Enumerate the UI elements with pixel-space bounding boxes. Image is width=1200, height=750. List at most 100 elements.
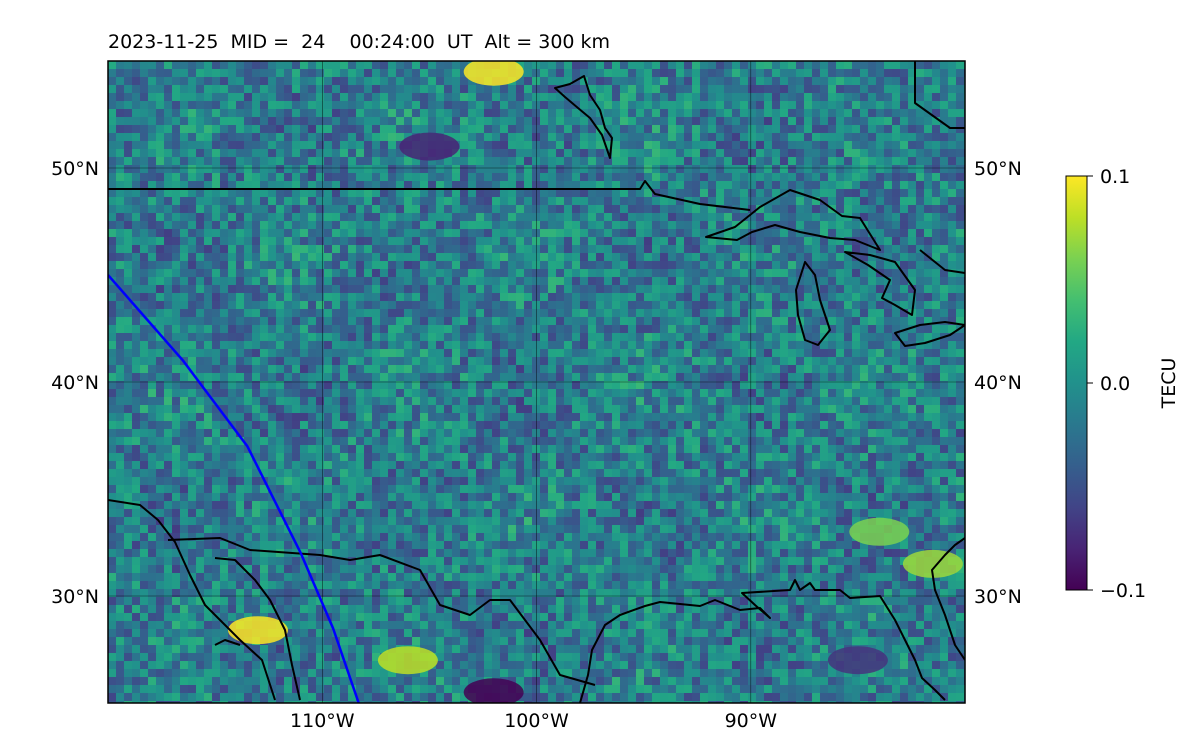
- tec-cell: [372, 85, 380, 93]
- tec-cell: [292, 237, 300, 245]
- tec-cell: [596, 365, 604, 373]
- tec-cell: [836, 341, 844, 349]
- tec-cell: [548, 373, 556, 381]
- tec-cell: [708, 261, 716, 269]
- tec-cell: [468, 149, 476, 157]
- tec-cell: [356, 61, 364, 69]
- tec-cell: [508, 349, 516, 357]
- tec-cell: [652, 413, 660, 421]
- tec-cell: [500, 277, 508, 285]
- tec-cell: [812, 133, 820, 141]
- tec-cell: [300, 165, 308, 173]
- tec-cell: [932, 101, 940, 109]
- tec-cell: [908, 365, 916, 373]
- tec-cell: [220, 77, 228, 85]
- tec-cell: [756, 341, 764, 349]
- tec-cell: [364, 293, 372, 301]
- tec-cell: [620, 181, 628, 189]
- tec-cell: [924, 197, 932, 205]
- tec-cell: [732, 229, 740, 237]
- tec-cell: [916, 93, 924, 101]
- tec-cell: [708, 301, 716, 309]
- tec-cell: [428, 389, 436, 397]
- tec-cell: [276, 373, 284, 381]
- tec-cell: [220, 253, 228, 261]
- tec-cell: [292, 261, 300, 269]
- tec-cell: [372, 333, 380, 341]
- tec-cell: [668, 405, 676, 413]
- tec-cell: [756, 229, 764, 237]
- tec-cell: [252, 293, 260, 301]
- tec-cell: [476, 357, 484, 365]
- tec-cell: [916, 189, 924, 197]
- tec-cell: [956, 253, 964, 261]
- tec-cell: [708, 405, 716, 413]
- tec-cell: [884, 133, 892, 141]
- tec-cell: [260, 221, 268, 229]
- tec-cell: [588, 157, 596, 165]
- tec-cell: [308, 77, 316, 85]
- tec-cell: [588, 397, 596, 405]
- tec-cell: [380, 309, 388, 317]
- tec-cell: [668, 101, 676, 109]
- tec-cell: [740, 285, 748, 293]
- tec-cell: [588, 357, 596, 365]
- tec-cell: [572, 205, 580, 213]
- tec-cell: [564, 205, 572, 213]
- tec-cell: [524, 125, 532, 133]
- tec-cell: [676, 277, 684, 285]
- tec-cell: [148, 189, 156, 197]
- tec-cell: [556, 229, 564, 237]
- tec-cell: [220, 429, 228, 437]
- tec-cell: [412, 157, 420, 165]
- tec-cell: [476, 197, 484, 205]
- tec-cell: [332, 405, 340, 413]
- tec-cell: [132, 165, 140, 173]
- tec-cell: [332, 365, 340, 373]
- tec-cell: [764, 189, 772, 197]
- tec-cell: [420, 421, 428, 429]
- tec-cell: [204, 309, 212, 317]
- tec-cell: [604, 109, 612, 117]
- tec-cell: [812, 181, 820, 189]
- tec-cell: [452, 405, 460, 413]
- tec-cell: [316, 149, 324, 157]
- tec-cell: [468, 181, 476, 189]
- tec-cell: [596, 213, 604, 221]
- tec-cell: [932, 141, 940, 149]
- tec-cell: [468, 389, 476, 397]
- tec-cell: [172, 373, 180, 381]
- tec-cell: [276, 93, 284, 101]
- tec-cell: [292, 381, 300, 389]
- tec-cell: [820, 157, 828, 165]
- tec-cell: [684, 205, 692, 213]
- tec-cell: [236, 61, 244, 69]
- tec-cell: [340, 405, 348, 413]
- tec-cell: [780, 141, 788, 149]
- tec-cell: [596, 389, 604, 397]
- tec-cell: [868, 157, 876, 165]
- tec-cell: [692, 397, 700, 405]
- tec-cell: [660, 221, 668, 229]
- tec-cell: [316, 117, 324, 125]
- tec-cell: [860, 173, 868, 181]
- tec-cell: [460, 149, 468, 157]
- tec-cell: [372, 165, 380, 173]
- tec-cell: [692, 197, 700, 205]
- tec-cell: [540, 333, 548, 341]
- tec-cell: [540, 421, 548, 429]
- tec-cell: [444, 101, 452, 109]
- tec-cell: [484, 325, 492, 333]
- tec-cell: [876, 69, 884, 77]
- tec-cell: [148, 285, 156, 293]
- tec-cell: [780, 301, 788, 309]
- tec-cell: [940, 397, 948, 405]
- tec-cell: [852, 261, 860, 269]
- tec-cell: [476, 325, 484, 333]
- tec-cell: [916, 61, 924, 69]
- tec-cell: [628, 317, 636, 325]
- tec-cell: [612, 165, 620, 173]
- tec-cell: [188, 389, 196, 397]
- tec-cell: [820, 421, 828, 429]
- tec-cell: [684, 61, 692, 69]
